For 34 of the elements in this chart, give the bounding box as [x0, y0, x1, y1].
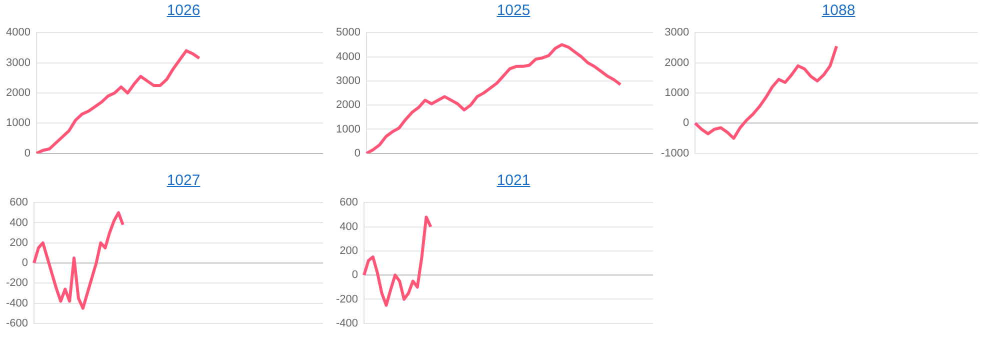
y-tick-label: -400 — [336, 317, 358, 330]
y-tick-label: 0 — [24, 147, 30, 160]
chart-title: 1088 — [820, 2, 856, 20]
y-tick-label: -200 — [6, 277, 28, 290]
y-tick-label: 3000 — [664, 26, 690, 39]
y-tick-label: -1000 — [660, 147, 690, 160]
chart-title: 1021 — [496, 172, 532, 190]
y-tick-label: 1000 — [336, 123, 360, 136]
y-tick-label: 4000 — [6, 26, 30, 39]
chart-title: 1026 — [166, 2, 202, 20]
y-tick-label: -400 — [6, 297, 28, 310]
y-tick-label: 0 — [354, 147, 360, 160]
y-tick-label: 600 — [10, 196, 28, 209]
y-tick-label: 200 — [10, 236, 28, 249]
y-tick-label: 0 — [22, 257, 28, 270]
y-tick-label: 1000 — [664, 87, 690, 100]
y-tick-label: 600 — [340, 196, 358, 209]
y-tick-label: 5000 — [336, 26, 360, 39]
y-tick-label: 0 — [683, 117, 690, 130]
y-tick-label: 2000 — [664, 56, 690, 69]
y-tick-label: 3000 — [336, 74, 360, 87]
chart-title: 1027 — [166, 172, 202, 190]
y-tick-label: 2000 — [336, 99, 360, 112]
chart-title: 1025 — [496, 2, 532, 20]
y-tick-label: 0 — [352, 269, 358, 282]
y-tick-label: 1000 — [6, 117, 30, 130]
y-tick-label: -200 — [336, 293, 358, 306]
y-tick-label: 4000 — [336, 50, 360, 63]
y-tick-label: 2000 — [6, 87, 30, 100]
y-tick-label: -600 — [6, 317, 28, 330]
y-tick-label: 200 — [340, 244, 358, 257]
y-tick-label: 400 — [10, 216, 28, 229]
y-tick-label: 3000 — [6, 56, 30, 69]
y-tick-label: 400 — [340, 220, 358, 233]
